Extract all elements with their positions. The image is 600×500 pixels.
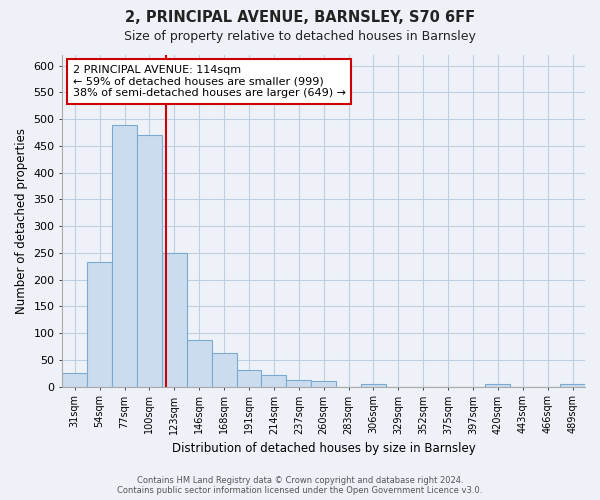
Bar	[212, 353, 236, 386]
Bar	[560, 384, 585, 386]
Bar	[87, 262, 112, 386]
Bar	[262, 375, 286, 386]
Bar	[286, 380, 311, 386]
Bar	[361, 384, 386, 386]
Text: Size of property relative to detached houses in Barnsley: Size of property relative to detached ho…	[124, 30, 476, 43]
Bar	[62, 374, 87, 386]
Y-axis label: Number of detached properties: Number of detached properties	[15, 128, 28, 314]
Bar	[162, 253, 187, 386]
Text: 2 PRINCIPAL AVENUE: 114sqm
← 59% of detached houses are smaller (999)
38% of sem: 2 PRINCIPAL AVENUE: 114sqm ← 59% of deta…	[73, 65, 346, 98]
Text: 2, PRINCIPAL AVENUE, BARNSLEY, S70 6FF: 2, PRINCIPAL AVENUE, BARNSLEY, S70 6FF	[125, 10, 475, 25]
Bar	[112, 124, 137, 386]
Bar	[137, 135, 162, 386]
Bar	[485, 384, 511, 386]
Bar	[236, 370, 262, 386]
Bar	[311, 382, 336, 386]
X-axis label: Distribution of detached houses by size in Barnsley: Distribution of detached houses by size …	[172, 442, 476, 455]
Text: Contains HM Land Registry data © Crown copyright and database right 2024.
Contai: Contains HM Land Registry data © Crown c…	[118, 476, 482, 495]
Bar	[187, 340, 212, 386]
